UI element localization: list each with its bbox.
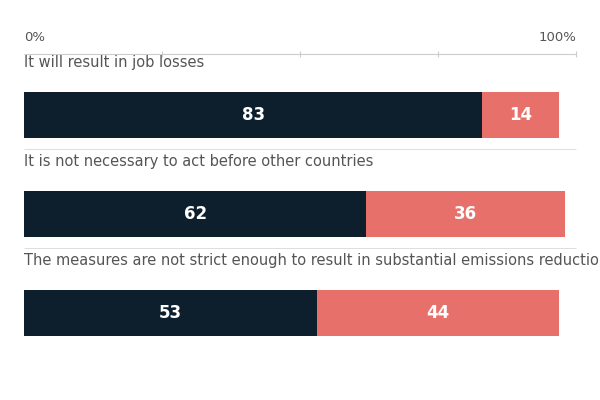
Text: It will result in job losses: It will result in job losses: [24, 55, 204, 70]
Text: 36: 36: [454, 205, 477, 223]
Text: It is not necessary to act before other countries: It is not necessary to act before other …: [24, 154, 373, 169]
Text: 44: 44: [427, 304, 449, 322]
Text: 0%: 0%: [24, 31, 45, 44]
Text: 83: 83: [242, 106, 265, 124]
Bar: [24, 92, 482, 138]
Text: 53: 53: [159, 304, 182, 322]
Text: 14: 14: [509, 106, 532, 124]
Text: 100%: 100%: [538, 31, 576, 44]
Text: The measures are not strict enough to result in substantial emissions reductions: The measures are not strict enough to re…: [24, 254, 600, 268]
Bar: [24, 290, 317, 336]
Bar: [482, 92, 559, 138]
Bar: [366, 191, 565, 237]
Bar: [317, 290, 559, 336]
Text: 62: 62: [184, 205, 206, 223]
Bar: [24, 191, 366, 237]
